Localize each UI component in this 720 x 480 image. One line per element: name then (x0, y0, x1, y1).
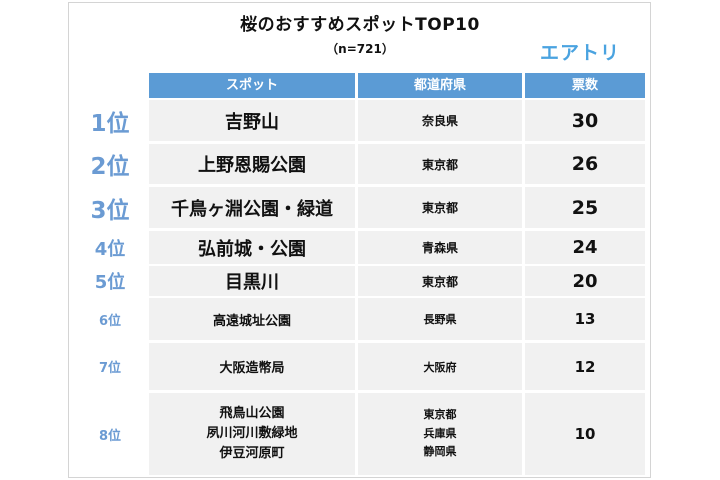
column-header-spot: スポット (149, 73, 355, 98)
spot-name: 夙川河川敷緑地 (206, 425, 298, 441)
spot-cell: 目黒川 (149, 266, 355, 296)
spot-cell: 上野恩賜公園 (149, 144, 355, 184)
prefecture-cell: 大阪府 (358, 343, 522, 390)
rank-label: 2位 (90, 154, 130, 180)
prefecture-name: 長野県 (423, 313, 457, 326)
spot-cell: 吉野山 (149, 100, 355, 141)
brand-logo: エアトリ (540, 42, 621, 64)
spot-name: 飛鳥山公園 (219, 405, 285, 421)
spot-cell: 弘前城・公園 (149, 231, 355, 264)
spot-name: 千鳥ヶ淵公園・緑道 (171, 198, 333, 220)
vote-count: 30 (525, 100, 645, 141)
prefecture-name: 東京都 (423, 407, 457, 421)
vote-count: 20 (525, 266, 645, 296)
rank-label: 7位 (98, 361, 122, 376)
sample-size: （n=721） (326, 42, 394, 56)
rank-label: 8位 (98, 428, 122, 444)
prefecture-cell: 青森県 (358, 231, 522, 264)
page-title: 桜のおすすめスポットTOP10 (240, 15, 480, 35)
prefecture-name: 青森県 (421, 241, 458, 255)
prefecture-cell: 東京都 (358, 144, 522, 184)
spot-cell: 高遠城址公園 (149, 298, 355, 340)
rank-label: 1位 (90, 110, 130, 137)
spot-name: 大阪造幣局 (219, 361, 285, 376)
ranking-frame (68, 2, 651, 478)
rank-label: 6位 (98, 313, 122, 329)
vote-count: 12 (525, 343, 645, 390)
spot-name: 伊豆河原町 (219, 446, 285, 462)
column-header-votes: 票数 (525, 73, 645, 98)
vote-count: 25 (525, 187, 645, 228)
spot-cell: 大阪造幣局 (149, 343, 355, 390)
rank-label: 4位 (94, 238, 126, 260)
spot-name: 高遠城址公園 (212, 313, 291, 329)
prefecture-name: 東京都 (421, 157, 458, 172)
vote-count: 13 (525, 298, 645, 340)
vote-count: 10 (525, 393, 645, 475)
prefecture-cell: 長野県 (358, 298, 522, 340)
spot-name: 上野恩賜公園 (198, 155, 306, 176)
spot-name: 目黒川 (225, 272, 279, 293)
rank-label: 5位 (94, 272, 126, 293)
spot-name: 吉野山 (225, 111, 279, 133)
column-header-prefecture: 都道府県 (358, 73, 522, 98)
prefecture-cell: 東京都 (358, 187, 522, 228)
prefecture-name: 兵庫県 (423, 426, 457, 440)
prefecture-name: 東京都 (421, 274, 458, 289)
prefecture-cell: 奈良県 (358, 100, 522, 141)
vote-count: 24 (525, 231, 645, 264)
prefecture-name: 奈良県 (421, 114, 458, 128)
prefecture-name: 東京都 (421, 201, 458, 215)
spot-cell: 飛鳥山公園夙川河川敷緑地 伊豆河原町 (149, 393, 355, 475)
prefecture-name: 静岡県 (423, 445, 457, 459)
prefecture-cell: 東京都 兵庫県 静岡県 (358, 393, 522, 475)
prefecture-name: 大阪府 (423, 360, 457, 374)
spot-name: 弘前城・公園 (198, 238, 306, 260)
vote-count: 26 (525, 144, 645, 184)
rank-label: 3位 (90, 197, 130, 224)
prefecture-cell: 東京都 (358, 266, 522, 296)
spot-cell: 千鳥ヶ淵公園・緑道 (149, 187, 355, 228)
